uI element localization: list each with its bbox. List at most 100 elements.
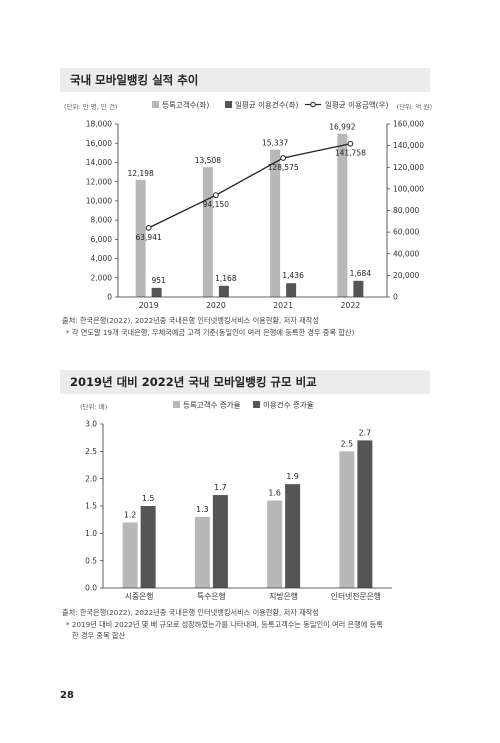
chart1-source: 출처: 한국은행(2022), 2022년중 국내은행 인터넷뱅킹서비스 이용현… [62, 316, 319, 325]
x-tick-label: 지방은행 [269, 591, 298, 601]
left-tick-label: 4,000 [91, 254, 113, 263]
chart2-y-axis: 0.0 0.5 1.0 1.5 2.0 2.5 3.0 [85, 420, 103, 593]
left-tick-label: 6,000 [91, 235, 113, 244]
left-tick-label: 2,000 [91, 273, 113, 282]
right-tick-label: 20,000 [393, 271, 419, 280]
bar-registered-growth [194, 516, 210, 588]
bar-registered-customers [135, 179, 146, 297]
point-daily-amount [212, 192, 219, 199]
chart2: 등록고객수 증가율 이용건수 증가율 (단위: 배) 0.0 0.5 1.0 1.5 2… [80, 400, 392, 601]
chart1-right-unit: (단위: 억 원) [397, 102, 432, 111]
y-tick-label: 0.5 [85, 556, 97, 565]
chart1: 등록고객수(좌) 일평균 이용건수(좌) 일평균 이용금액(우) (단위: 만 … [64, 100, 432, 311]
y-tick-label: 3.0 [85, 420, 97, 429]
x-tick-label: 시중은행 [125, 591, 154, 601]
data-label-usage-growth: 1.7 [214, 483, 226, 492]
bar-daily-usage-count [353, 280, 364, 297]
chart2-unit: (단위: 배) [80, 402, 107, 411]
data-label-registered: 12,198 [128, 169, 154, 178]
legend-swatch-registered [152, 101, 159, 108]
data-label-usage-growth: 2.7 [359, 428, 371, 437]
data-label-registered-growth: 1.3 [196, 505, 208, 514]
x-tick-label: 2019 [139, 301, 159, 310]
chart1-bars: 12,198 951 13,508 1,168 15,337 1,436 16,992 1,6… [128, 123, 372, 297]
x-tick-label: 2022 [340, 301, 360, 310]
point-daily-amount [145, 224, 152, 231]
bar-registered-growth [339, 451, 355, 588]
data-label-registered: 15,337 [262, 139, 288, 148]
legend-label-usage: 일평균 이용건수(좌) [235, 100, 299, 110]
x-tick-label: 인터넷전문은행 [331, 591, 381, 601]
left-tick-label: 18,000 [86, 120, 112, 129]
point-daily-amount [347, 140, 354, 147]
bar-usage-growth [285, 484, 301, 588]
y-tick-label: 0.0 [85, 584, 97, 593]
data-label-registered-growth: 1.2 [124, 510, 136, 519]
chart1-legend: 등록고객수(좌) 일평균 이용건수(좌) 일평균 이용금액(우) [152, 100, 389, 110]
chart2-footnote-line1: * 2019년 대비 2022년 몇 배 규모로 성장하였는가를 나타내며, 등… [66, 620, 383, 629]
legend-swatch-usage-growth [253, 401, 260, 408]
chart2-source: 출처: 한국은행(2022), 2022년중 국내은행 인터넷뱅킹서비스 이용현… [62, 608, 319, 617]
data-label-registered: 13,508 [195, 156, 221, 165]
legend-swatch-registered-growth [173, 401, 180, 408]
legend-label-amount: 일평균 이용금액(우) [325, 100, 389, 110]
bar-registered-customers [202, 167, 213, 297]
bar-registered-customers [337, 133, 348, 297]
chart1-right-axis: 0 20,000 40,000 60,000 80,000 100,000 120,000 1… [387, 120, 424, 302]
chart1-left-unit: (단위: 만 명, 만 건) [64, 102, 117, 111]
legend-label-registered: 등록고객수(좌) [162, 100, 209, 110]
right-tick-label: 80,000 [393, 206, 419, 215]
legend-label-usage-growth: 이용건수 증가율 [263, 400, 314, 410]
bar-daily-usage-count [218, 285, 229, 297]
chart1-line-series: 63,941 94,150 128,575 141,758 [136, 140, 366, 242]
data-label-amount: 141,758 [335, 149, 366, 158]
y-tick-label: 2.5 [85, 447, 97, 456]
chart1-title: 국내 모바일뱅킹 실적 추이 [60, 68, 430, 92]
legend-label-registered-growth: 등록고객수 증가율 [183, 400, 241, 410]
chart2-title: 2019년 대비 2022년 국내 모바일뱅킹 규모 비교 [60, 370, 430, 394]
data-label-usage: 1,684 [350, 269, 372, 278]
legend-swatch-usage [225, 101, 232, 108]
bar-usage-growth [357, 440, 373, 588]
chart1-left-axis: 0 2,000 4,000 6,000 8,000 10,000 12,000 14,000 1… [86, 120, 118, 302]
bar-daily-usage-count [286, 283, 297, 297]
chart2-x-axis: 시중은행 특수은행 지방은행 인터넷전문은행 [125, 591, 381, 601]
chart1-footnote: * 각 연도말 19개 국내은행, 우체국예금 고객 기준(동일인이 여러 은행… [66, 328, 355, 337]
y-tick-label: 1.5 [85, 502, 97, 511]
right-tick-label: 120,000 [393, 163, 424, 172]
bar-usage-growth [212, 495, 228, 588]
data-label-usage: 1,168 [215, 274, 237, 283]
x-tick-label: 2021 [273, 301, 293, 310]
left-tick-label: 12,000 [86, 177, 112, 186]
left-tick-label: 10,000 [86, 196, 112, 205]
right-tick-label: 0 [393, 293, 398, 302]
y-tick-label: 1.0 [85, 529, 97, 538]
data-label-usage: 951 [151, 276, 166, 285]
data-label-usage-growth: 1.5 [142, 494, 154, 503]
bar-registered-customers [270, 149, 281, 297]
right-tick-label: 60,000 [393, 228, 419, 237]
line-daily-amount [148, 143, 351, 229]
data-label-registered: 16,992 [329, 123, 355, 132]
data-label-amount: 94,150 [203, 200, 229, 209]
page-number: 28 [60, 690, 74, 701]
chart1-x-axis: 2019 2020 2021 2022 [139, 301, 361, 310]
data-label-usage-growth: 1.9 [286, 472, 298, 481]
left-tick-label: 0 [107, 293, 112, 302]
x-tick-label: 특수은행 [197, 591, 226, 601]
bar-registered-growth [122, 522, 138, 588]
right-tick-label: 100,000 [393, 184, 424, 193]
bar-daily-usage-count [151, 287, 162, 297]
x-tick-label: 2020 [206, 301, 226, 310]
chart2-footnote-line2: 한 경우 중복 합산 [72, 631, 126, 640]
y-tick-label: 2.0 [85, 474, 97, 483]
legend-marker-amount [310, 101, 316, 108]
left-tick-label: 8,000 [91, 216, 113, 225]
data-label-registered-growth: 1.6 [268, 489, 280, 498]
left-tick-label: 16,000 [86, 139, 112, 148]
bar-registered-growth [267, 500, 283, 588]
data-label-amount: 128,575 [268, 163, 299, 172]
right-tick-label: 140,000 [393, 141, 424, 150]
data-label-registered-growth: 2.5 [341, 439, 353, 448]
left-tick-label: 14,000 [86, 158, 112, 167]
